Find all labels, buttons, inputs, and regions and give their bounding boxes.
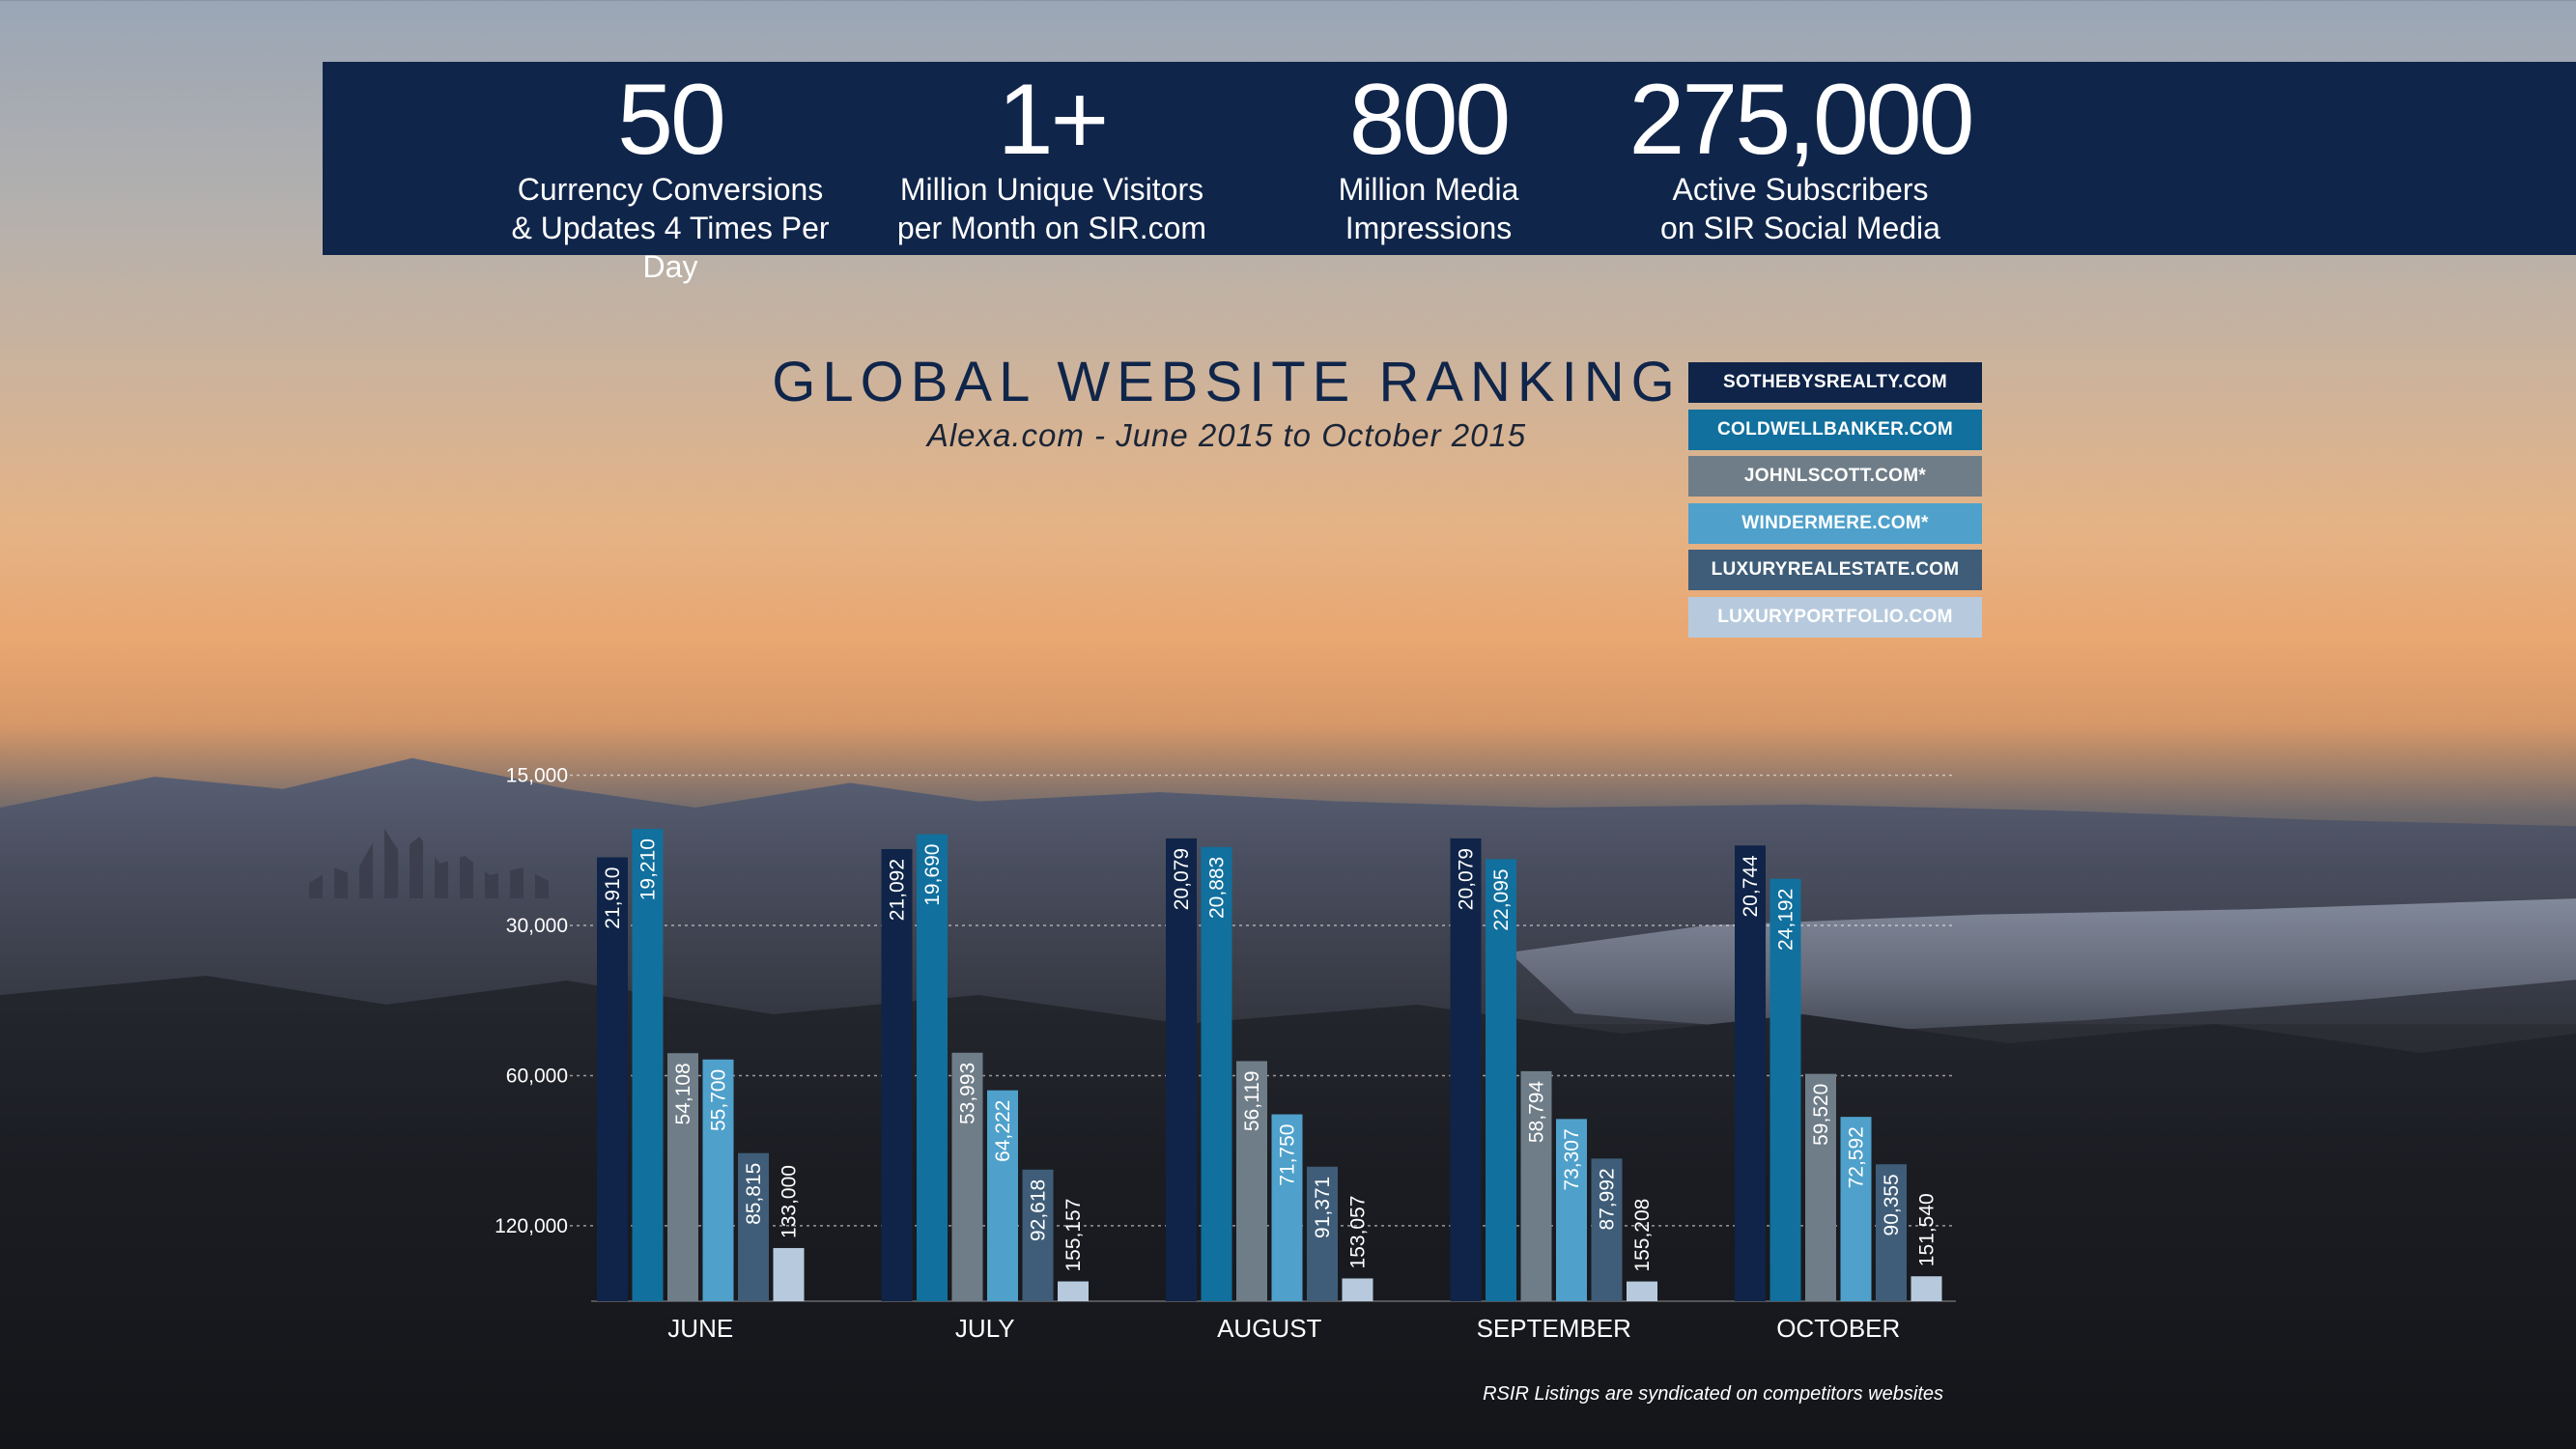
chart-legend: SOTHEBYSREALTY.COM COLDWELLBANKER.COM JO… bbox=[1688, 362, 1982, 644]
bar-june-4 bbox=[702, 1059, 734, 1301]
stat-label-line2: on SIR Social Media bbox=[1660, 211, 1940, 245]
stat-value: 50 bbox=[617, 64, 726, 176]
legend-item-luxuryportfolio: LUXURYPORTFOLIO.COM bbox=[1688, 596, 1982, 638]
bar-september-6 bbox=[1627, 1281, 1657, 1301]
bar-september-2 bbox=[1486, 859, 1516, 1301]
legend-item-sothebysrealty: SOTHEBYSREALTY.COM bbox=[1688, 362, 1982, 403]
bar-august-4 bbox=[1271, 1114, 1303, 1301]
legend-item-windermere: WINDERMERE.COM* bbox=[1688, 502, 1982, 544]
bar-value-label: 20,883 bbox=[1206, 857, 1229, 919]
bar-value-label: 55,700 bbox=[708, 1069, 730, 1131]
stats-banner: 50 Currency Conversions & Updates 4 Time… bbox=[323, 62, 2576, 284]
bar-value-label: 54,108 bbox=[672, 1063, 694, 1124]
bar-value-label: 133,000 bbox=[778, 1165, 801, 1238]
bar-july-3 bbox=[951, 1052, 983, 1301]
stat-label-line1: Million Unique Visitors bbox=[899, 172, 1204, 207]
bar-september-1 bbox=[1450, 838, 1482, 1301]
y-tick-label: 60,000 bbox=[506, 1065, 568, 1087]
bar-value-label: 19,210 bbox=[637, 838, 660, 900]
bar-value-label: 72,592 bbox=[1846, 1126, 1868, 1188]
bar-july-5 bbox=[1022, 1169, 1054, 1301]
stat-currency: 50 Currency Conversions & Updates 4 Time… bbox=[487, 62, 854, 286]
y-tick-label: 15,000 bbox=[506, 765, 568, 787]
bar-value-label: 20,079 bbox=[1456, 848, 1478, 910]
bar-august-5 bbox=[1307, 1166, 1338, 1301]
bar-value-label: 20,744 bbox=[1740, 855, 1762, 918]
bar-june-5 bbox=[738, 1152, 769, 1301]
bar-august-1 bbox=[1166, 838, 1197, 1301]
bar-value-label: 71,750 bbox=[1277, 1124, 1299, 1186]
bar-june-3 bbox=[667, 1053, 698, 1301]
bar-value-label: 64,222 bbox=[992, 1100, 1014, 1162]
stat-visitors: 1+ Million Unique Visitors per Month on … bbox=[892, 62, 1211, 247]
bar-june-2 bbox=[632, 829, 664, 1301]
bar-value-label: 58,794 bbox=[1526, 1081, 1548, 1144]
bar-september-4 bbox=[1556, 1119, 1587, 1301]
bar-value-label: 53,993 bbox=[957, 1063, 979, 1124]
bar-value-label: 22,095 bbox=[1490, 868, 1513, 930]
bar-value-label: 85,815 bbox=[743, 1163, 765, 1225]
bar-october-4 bbox=[1840, 1117, 1872, 1301]
bar-value-label: 73,307 bbox=[1561, 1128, 1583, 1190]
bar-september-5 bbox=[1591, 1158, 1623, 1301]
bar-value-label: 20,079 bbox=[1171, 848, 1193, 910]
bar-value-label: 21,092 bbox=[887, 859, 909, 921]
stat-value: 800 bbox=[1348, 64, 1512, 176]
bar-value-label: 151,540 bbox=[1916, 1193, 1939, 1266]
stat-label-line1: Currency Conversions bbox=[517, 172, 824, 207]
legend-item-luxuryrealestate: LUXURYREALESTATE.COM bbox=[1688, 550, 1982, 591]
bar-october-3 bbox=[1805, 1073, 1836, 1301]
bar-value-label: 87,992 bbox=[1597, 1168, 1619, 1230]
bar-value-label: 21,910 bbox=[602, 867, 624, 929]
chart-title: GLOBAL WEBSITE RANKING bbox=[772, 351, 1682, 413]
bar-value-label: 92,618 bbox=[1028, 1179, 1050, 1241]
bar-october-2 bbox=[1769, 878, 1801, 1301]
bar-august-3 bbox=[1236, 1061, 1267, 1301]
bar-july-4 bbox=[987, 1090, 1018, 1301]
bar-october-5 bbox=[1876, 1164, 1907, 1301]
stat-subscribers: 275,000 Active Subscribers on SIR Social… bbox=[1588, 62, 2013, 247]
bar-june-6 bbox=[773, 1247, 805, 1301]
bar-value-label: 91,371 bbox=[1312, 1177, 1334, 1238]
legend-item-johnlscott: JOHNLSCOTT.COM* bbox=[1688, 456, 1982, 497]
x-category-label: JULY bbox=[955, 1314, 1015, 1343]
stat-label-line1: Active Subscribers bbox=[1672, 172, 1929, 207]
stat-label-line2: & Updates 4 Times Per Day bbox=[511, 211, 830, 284]
bar-july-2 bbox=[917, 834, 948, 1301]
stat-impressions: 800 Million Media Impressions bbox=[1279, 62, 1578, 247]
stat-value: 275,000 bbox=[1628, 64, 1975, 176]
bar-october-1 bbox=[1735, 845, 1766, 1301]
bar-value-label: 153,057 bbox=[1347, 1196, 1370, 1269]
bar-july-1 bbox=[881, 848, 913, 1301]
legend-item-coldwellbanker: COLDWELLBANKER.COM bbox=[1688, 409, 1982, 450]
footnote: RSIR Listings are syndicated on competit… bbox=[1483, 1383, 1943, 1405]
bar-july-6 bbox=[1058, 1281, 1089, 1301]
bar-october-6 bbox=[1911, 1276, 1942, 1301]
bar-value-label: 155,208 bbox=[1631, 1199, 1654, 1272]
bar-value-label: 155,157 bbox=[1062, 1199, 1085, 1272]
bar-june-1 bbox=[597, 857, 628, 1301]
stat-label-line2: per Month on SIR.com bbox=[896, 211, 1207, 245]
bar-september-3 bbox=[1520, 1070, 1552, 1301]
bar-value-label: 19,690 bbox=[921, 844, 944, 906]
chart-subtitle: Alexa.com - June 2015 to October 2015 bbox=[926, 417, 1527, 453]
y-tick-label: 120,000 bbox=[495, 1215, 568, 1237]
bar-value-label: 90,355 bbox=[1881, 1174, 1903, 1236]
x-category-label: AUGUST bbox=[1217, 1314, 1321, 1343]
x-category-label: SEPTEMBER bbox=[1477, 1314, 1631, 1343]
bar-august-2 bbox=[1201, 846, 1232, 1301]
bar-august-6 bbox=[1342, 1278, 1373, 1301]
bar-value-label: 24,192 bbox=[1775, 889, 1798, 951]
y-tick-label: 30,000 bbox=[506, 915, 568, 937]
x-category-label: OCTOBER bbox=[1776, 1314, 1900, 1343]
stat-label-line1: Million Media bbox=[1338, 172, 1519, 207]
bar-value-label: 59,520 bbox=[1810, 1084, 1832, 1146]
bar-value-label: 56,119 bbox=[1241, 1070, 1263, 1131]
x-category-label: JUNE bbox=[667, 1314, 733, 1343]
stat-label-line2: Impressions bbox=[1345, 211, 1513, 245]
stat-value: 1+ bbox=[997, 64, 1110, 176]
